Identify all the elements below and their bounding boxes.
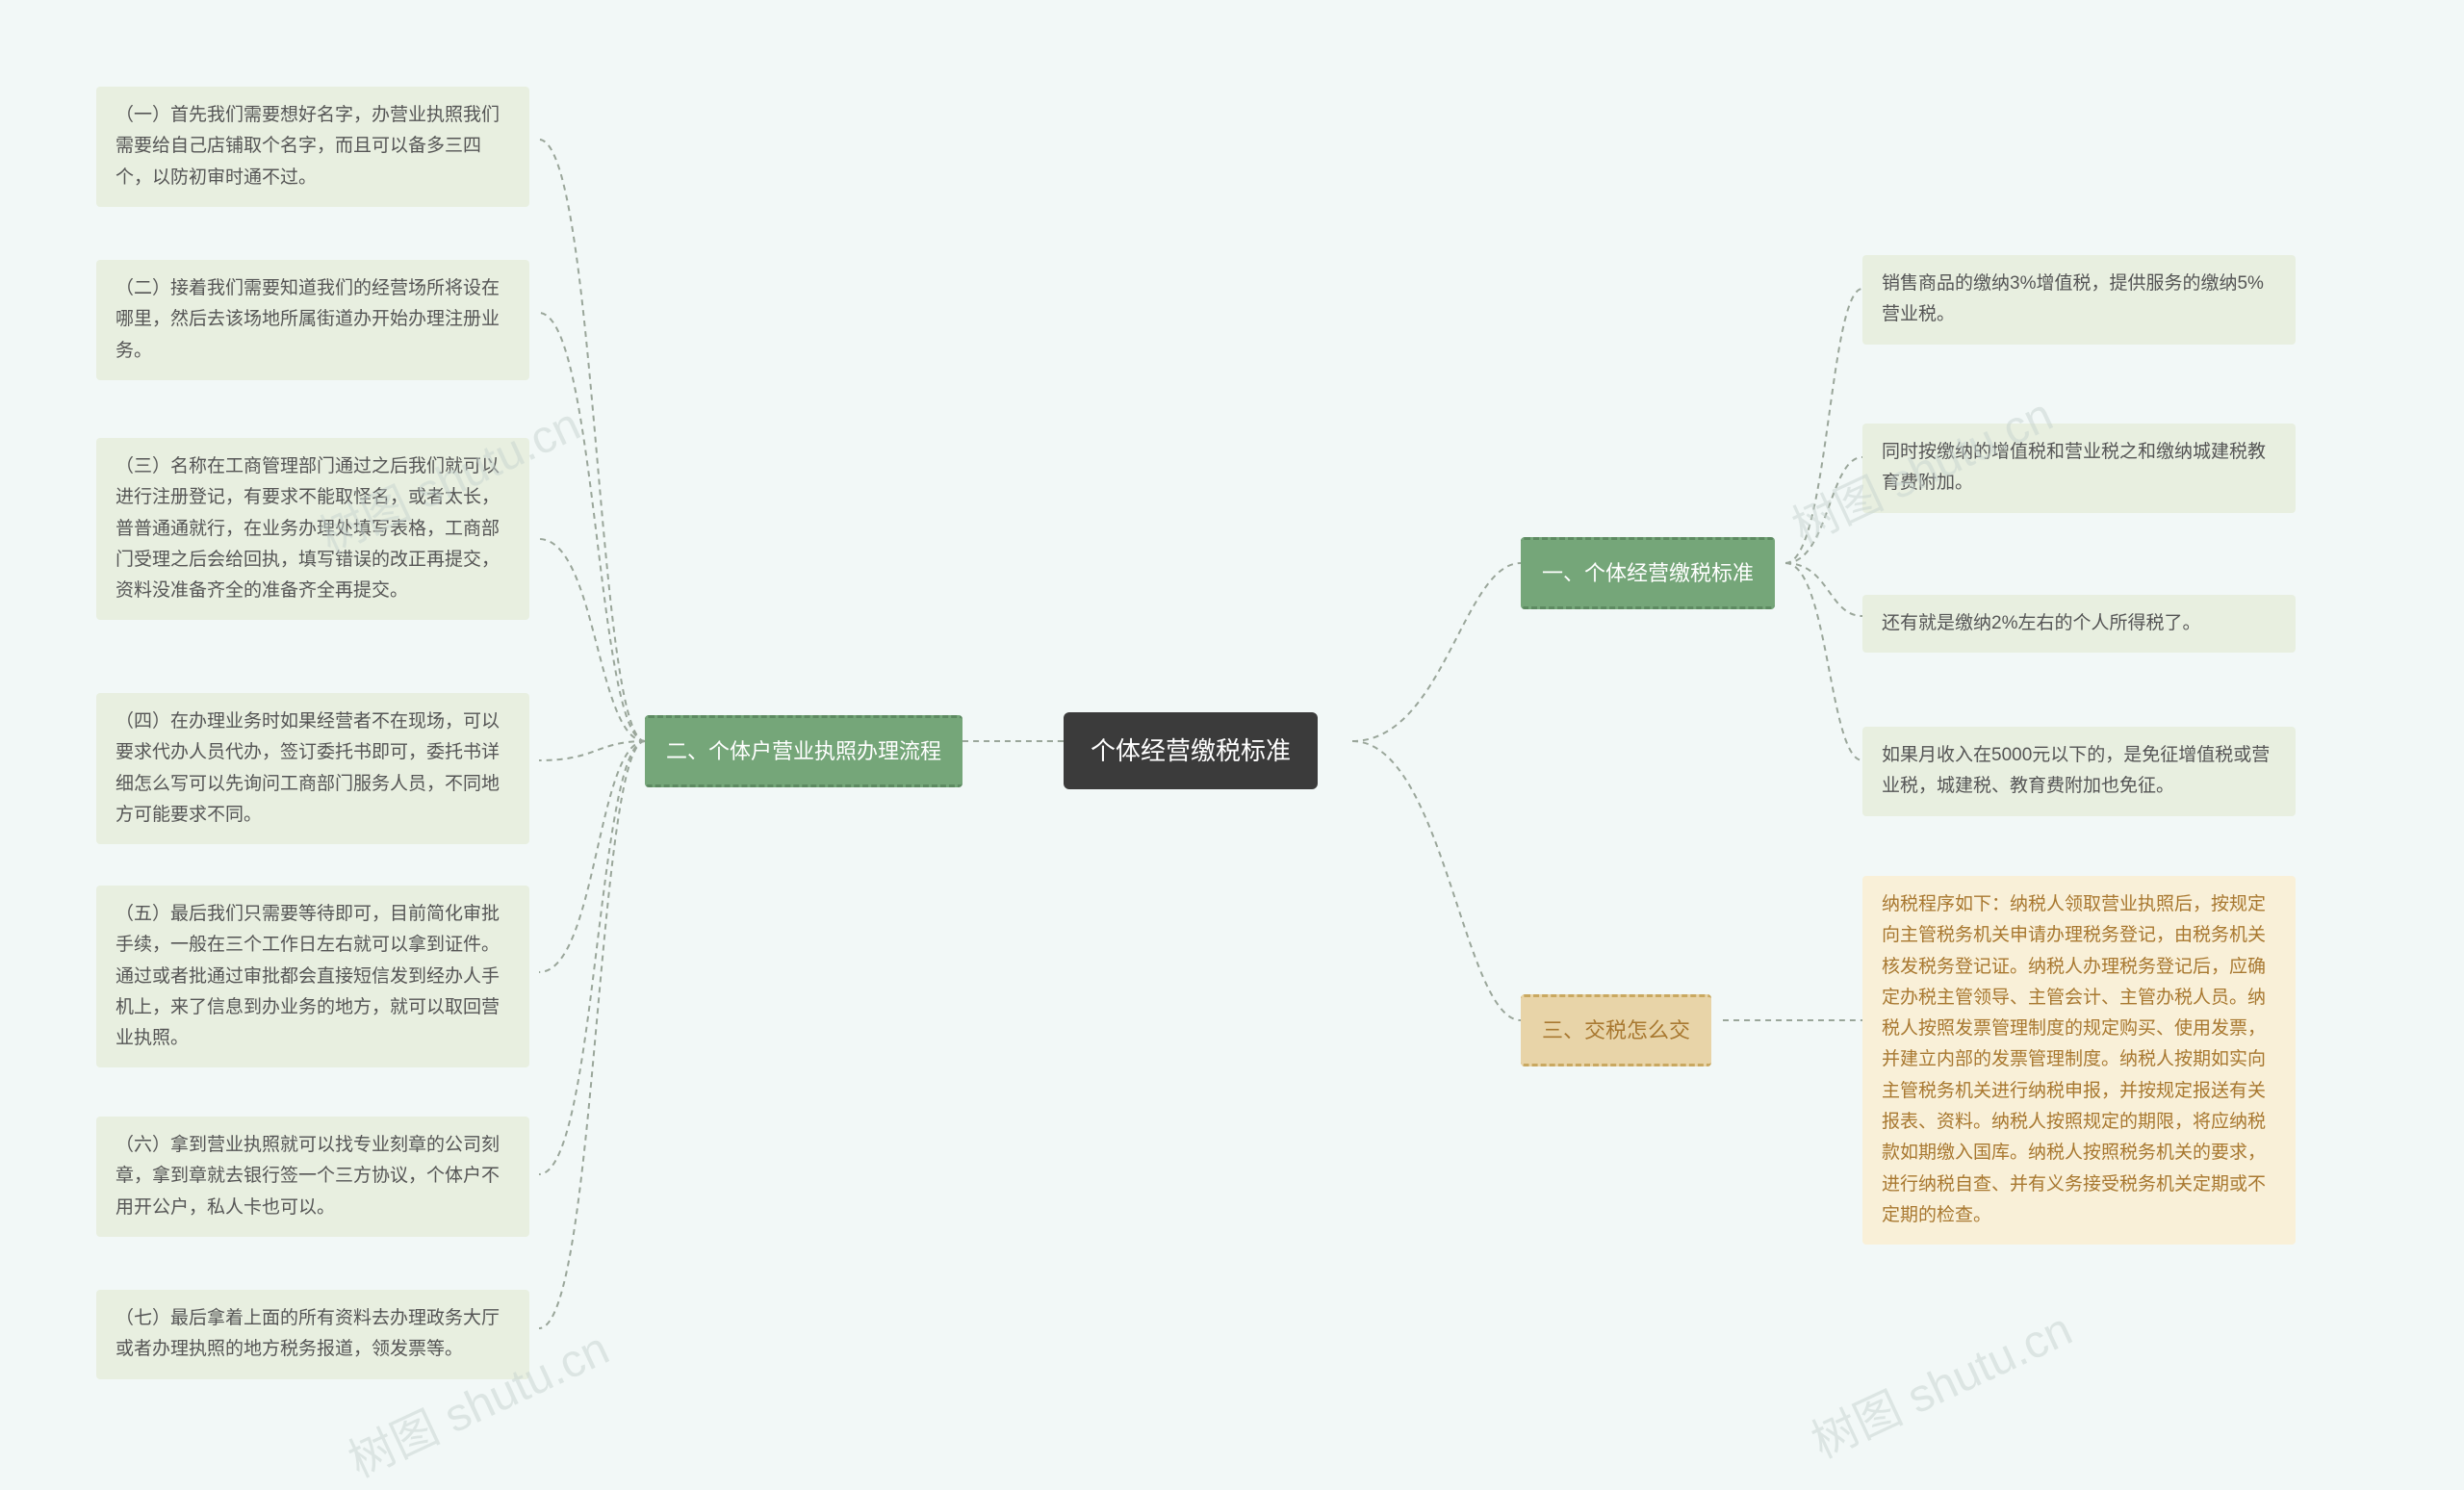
leaf-b1-3[interactable]: 如果月收入在5000元以下的，是免征增值税或营业税，城建税、教育费附加也免征。: [1862, 727, 2296, 816]
leaf-b2-3[interactable]: （四）在办理业务时如果经营者不在现场，可以要求代办人员代办，签订委托书即可，委托…: [96, 693, 529, 844]
leaf-b2-6[interactable]: （七）最后拿着上面的所有资料去办理政务大厅或者办理执照的地方税务报道，领发票等。: [96, 1290, 529, 1379]
watermark: 树图 shutu.cn: [1799, 1292, 2081, 1471]
leaf-b1-2[interactable]: 还有就是缴纳2%左右的个人所得税了。: [1862, 595, 2296, 653]
leaf-b2-5[interactable]: （六）拿到营业执照就可以找专业刻章的公司刻章，拿到章就去银行签一个三方协议，个体…: [96, 1117, 529, 1237]
leaf-b1-1[interactable]: 同时按缴纳的增值税和营业税之和缴纳城建税教育费附加。: [1862, 424, 2296, 513]
leaf-b2-2[interactable]: （三）名称在工商管理部门通过之后我们就可以进行注册登记，有要求不能取怪名，或者太…: [96, 438, 529, 620]
leaf-b2-4[interactable]: （五）最后我们只需要等待即可，目前简化审批手续，一般在三个工作日左右就可以拿到证…: [96, 886, 529, 1067]
leaf-b2-0[interactable]: （一）首先我们需要想好名字，办营业执照我们需要给自己店铺取个名字，而且可以备多三…: [96, 87, 529, 207]
branch-node-license-process[interactable]: 二、个体户营业执照办理流程: [645, 715, 962, 787]
branch-node-tax-standard[interactable]: 一、个体经营缴税标准: [1521, 537, 1775, 609]
leaf-b3-0[interactable]: 纳税程序如下：纳税人领取营业执照后，按规定向主管税务机关申请办理税务登记，由税务…: [1862, 876, 2296, 1245]
root-node[interactable]: 个体经营缴税标准: [1064, 712, 1318, 789]
leaf-b1-0[interactable]: 销售商品的缴纳3%增值税，提供服务的缴纳5%营业税。: [1862, 255, 2296, 345]
leaf-b2-1[interactable]: （二）接着我们需要知道我们的经营场所将设在哪里，然后去该场地所属街道办开始办理注…: [96, 260, 529, 380]
branch-node-how-to-pay[interactable]: 三、交税怎么交: [1521, 994, 1711, 1066]
